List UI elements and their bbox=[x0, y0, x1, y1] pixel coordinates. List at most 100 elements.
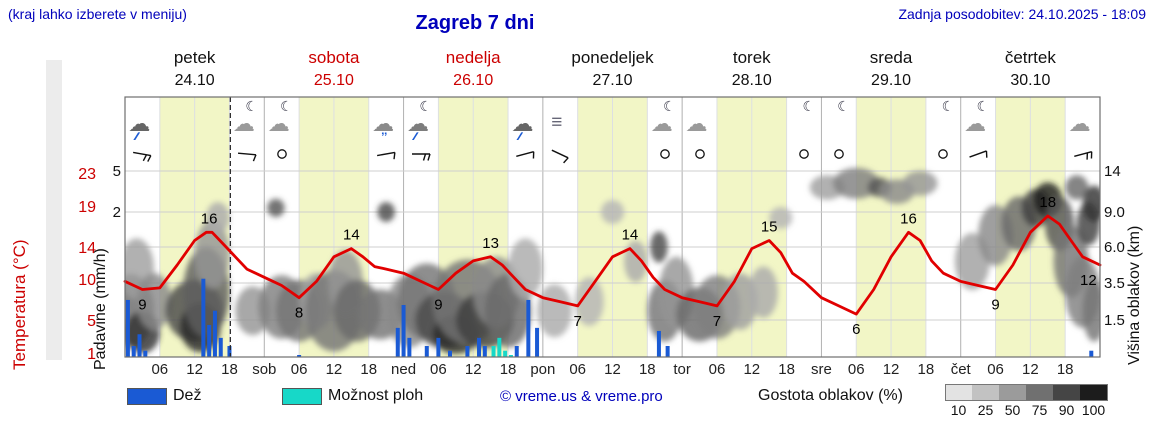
wind-barb-icon bbox=[1002, 142, 1024, 166]
moon-icon: ☾ bbox=[787, 99, 821, 144]
sun-cloud-rain-icon: ☀ ☁ ∕∕ bbox=[439, 99, 473, 144]
density-scale-segment bbox=[999, 384, 1027, 401]
density-scale-tick: 10 bbox=[950, 402, 967, 418]
wind-barb-icon bbox=[166, 142, 188, 166]
page-title: Zagreb 7 dni bbox=[415, 12, 535, 34]
day-header-date: 25.10 bbox=[313, 72, 354, 89]
menu-hint-text: (kraj lahko izberete v meniju) bbox=[8, 6, 187, 22]
cloud-glyph: ☁ bbox=[302, 111, 325, 136]
cloud-glyph: ☁ bbox=[476, 111, 499, 136]
time-axis-tick: 06 bbox=[569, 361, 587, 378]
moon-cloud-icon: ☾ ☁ bbox=[648, 99, 682, 144]
moon-glyph: ☾ bbox=[941, 98, 955, 114]
wind-barb-icon bbox=[236, 142, 258, 166]
cloud-height-tick: 9.0 bbox=[1104, 204, 1125, 221]
wind-barb-icon bbox=[967, 142, 989, 166]
svg-text:15: 15 bbox=[761, 218, 778, 235]
wind-calm-icon bbox=[445, 142, 467, 166]
svg-text:7: 7 bbox=[713, 313, 721, 330]
svg-text:16: 16 bbox=[201, 210, 218, 227]
day-header-date: 27.10 bbox=[592, 72, 633, 89]
cloud-drizzle-icon: ☁’’ bbox=[369, 100, 403, 144]
fog-icon: ≡ bbox=[543, 100, 577, 144]
time-axis-tick: 12 bbox=[882, 361, 900, 378]
wind-barb-icon bbox=[201, 142, 223, 166]
svg-text:8: 8 bbox=[295, 305, 303, 322]
moon-icon: ☾ bbox=[822, 99, 856, 144]
cloud-glyph: ☁ bbox=[964, 111, 987, 136]
density-scale-tick: 100 bbox=[1081, 402, 1106, 418]
svg-text:12: 12 bbox=[1080, 272, 1097, 289]
moon-cloud-icon: ☾ ☁ bbox=[230, 99, 264, 144]
wind-calm-icon bbox=[689, 142, 711, 166]
cloud-glyph: ☁ bbox=[163, 111, 186, 136]
wind-calm-icon bbox=[480, 142, 502, 166]
wind-calm-icon bbox=[758, 142, 780, 166]
cloud-icon: ☁ bbox=[996, 100, 1030, 144]
wind-barb-icon bbox=[410, 142, 432, 166]
cloud-icon: ☁ bbox=[300, 100, 334, 144]
wind-barb-icon bbox=[863, 142, 885, 166]
density-scale-segment bbox=[1053, 384, 1081, 401]
sun-cloud-icon: ☀ ☁ bbox=[891, 99, 925, 144]
cloud-icon: ☁ bbox=[683, 100, 717, 144]
fog-glyph: ≡ bbox=[551, 112, 563, 133]
cloud-glyph: ☁ bbox=[128, 111, 151, 136]
sun-cloud-icon: ☀ ☁ bbox=[752, 99, 786, 144]
day-header-date: 30.10 bbox=[1010, 72, 1051, 89]
day-header-date: 24.10 bbox=[174, 72, 215, 89]
time-axis-tick: 06 bbox=[430, 361, 447, 378]
cloud-height-tick: 14 bbox=[1104, 163, 1121, 180]
moon-cloud-icon: ☾ ☁ bbox=[961, 99, 995, 144]
sun-cloud-icon: ☀ ☁ bbox=[717, 99, 751, 144]
density-scale-tick: 75 bbox=[1031, 402, 1048, 418]
sun-glyph: ☀ bbox=[874, 98, 889, 115]
day-header-name: torek bbox=[732, 48, 771, 67]
sun-glyph: ☀ bbox=[595, 98, 611, 115]
sun-cloud-icon: ☀ ☁ bbox=[334, 99, 368, 144]
cloud-glyph: ☁ bbox=[650, 111, 673, 136]
day-header-date: 26.10 bbox=[453, 72, 494, 89]
svg-text:14: 14 bbox=[343, 227, 360, 244]
svg-text:13: 13 bbox=[482, 235, 499, 252]
cloud-glyph: ☁ bbox=[755, 111, 778, 136]
cloud-height-tick: 1.5 bbox=[1104, 312, 1125, 329]
cloud-glyph: ☁ bbox=[198, 111, 221, 136]
day-header-date: 28.10 bbox=[731, 72, 772, 89]
cloud-glyph: ☁ bbox=[511, 111, 534, 136]
temperature-axis-label: Temperatura (°C) bbox=[10, 239, 29, 370]
time-axis-tick: 18 bbox=[360, 361, 378, 378]
time-axis-tick: 12 bbox=[604, 361, 621, 378]
copyright-link[interactable]: © vreme.us & vreme.pro bbox=[500, 388, 663, 405]
svg-text:9: 9 bbox=[991, 297, 999, 314]
wind-barb-icon bbox=[549, 142, 571, 166]
wind-barb-icon bbox=[619, 142, 641, 166]
wind-calm-icon bbox=[723, 142, 745, 166]
temperature-tick: 14 bbox=[78, 239, 96, 257]
svg-text:6: 6 bbox=[852, 321, 860, 338]
wind-barb-icon bbox=[131, 142, 153, 166]
rain-cloud-icon: ☁ ∕∕ bbox=[125, 100, 159, 144]
temperature-tick: 19 bbox=[78, 198, 96, 216]
cloud-glyph: ☁ bbox=[720, 111, 743, 136]
cloud-density-legend-label: Gostota oblakov (%) bbox=[758, 387, 903, 404]
density-scale-tick: 50 bbox=[1004, 402, 1021, 418]
sun-cloud-icon: ☀ ☁ bbox=[160, 99, 194, 144]
left-margin-strip bbox=[46, 60, 62, 360]
wind-barb-icon bbox=[897, 142, 919, 166]
time-axis-tick: sre bbox=[811, 361, 832, 378]
cloud-height-tick: 6.0 bbox=[1104, 239, 1125, 256]
cloud-height-tick: 3.5 bbox=[1104, 275, 1125, 292]
time-axis-tick: 18 bbox=[917, 361, 935, 378]
time-axis-tick: 12 bbox=[325, 361, 343, 378]
svg-text:14: 14 bbox=[622, 227, 639, 244]
temperature-tick: 10 bbox=[78, 272, 96, 290]
cloud-glyph: ☁ bbox=[441, 111, 464, 136]
cloud-glyph: ☁ bbox=[1068, 111, 1091, 136]
time-axis-tick: 12 bbox=[1022, 361, 1039, 378]
time-axis-tick: 06 bbox=[290, 361, 308, 378]
wind-calm-icon bbox=[828, 142, 850, 166]
wind-barb-icon bbox=[1072, 142, 1094, 166]
moon-cloud-rain-icon: ☾ ☁ ∕∕ bbox=[404, 99, 438, 144]
day-header-name: sreda bbox=[869, 48, 913, 67]
